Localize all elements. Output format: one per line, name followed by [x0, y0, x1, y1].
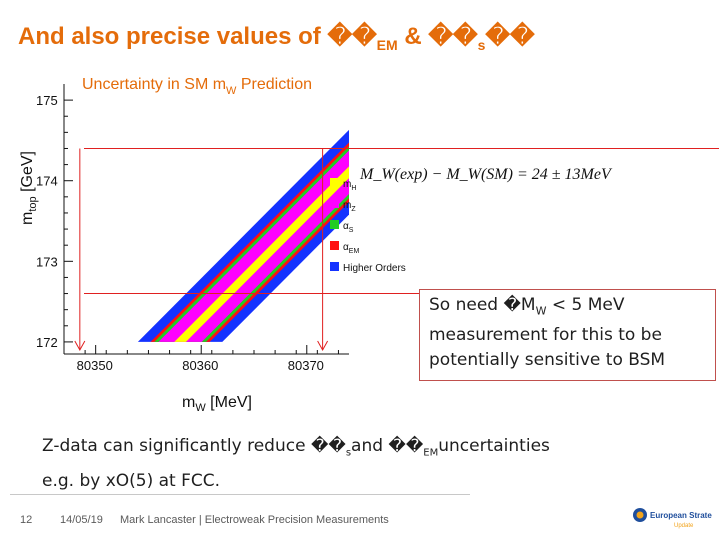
logo-text-line-2: Update: [674, 523, 694, 529]
reference-lines: [74, 147, 719, 352]
mw-prediction-chart: 172 173 174 175 80350 80360 80370 Uncertainty …: [19, 76, 719, 414]
ref-arrow-mw-left: [74, 340, 86, 352]
title-glyph-alpha-s: ��: [428, 23, 478, 50]
x-tick-label-1: 80360: [182, 358, 218, 373]
logo-text-line-1: European Strategy: [650, 511, 712, 520]
european-strategy-logo: European Strategy Update: [633, 508, 712, 529]
footer-date: 14/05/19: [60, 514, 103, 526]
note-glyph-delta: �: [503, 295, 521, 315]
legend-swatch-1: [330, 199, 339, 208]
page-number: 12: [20, 514, 33, 526]
legend-label-4: Higher Orders: [343, 263, 406, 274]
bsm-sensitivity-note: So need �MW < 5 MeV measurement for this…: [419, 289, 716, 381]
x-tick-label-0: 80350: [77, 358, 113, 373]
y-axis-label: mtop [GeV]: [19, 151, 39, 225]
footer-author: Mark Lancaster | Electroweak Precision M…: [120, 514, 389, 526]
x-tick-label-2: 80370: [288, 358, 324, 373]
title-glyph-tail: ��: [485, 23, 535, 50]
note-line-3: potentially sensitive to BSM: [429, 350, 666, 371]
legend-swatch-4: [330, 262, 339, 271]
chart-legend: mH mZ αS αEM Higher Orders: [330, 178, 406, 274]
uncertainty-band-0: [137, 129, 349, 342]
uncertainty-band-3: [158, 150, 349, 342]
uncertainty-band-1: [150, 142, 349, 342]
note-line-1: So need �MW < 5 MeV: [429, 295, 625, 318]
legend-label-0: mH: [343, 179, 356, 192]
title-sub-em: EM: [376, 36, 398, 53]
title-glyph-alpha: ��: [327, 23, 377, 50]
z-data-text: Z-data can significantly reduce ��sand �…: [42, 432, 550, 495]
legend-label-2: αS: [343, 221, 354, 234]
title-sub-s: s: [477, 36, 486, 53]
ref-arrow-mw-right: [317, 340, 329, 352]
z-data-line-1: Z-data can significantly reduce ��sand �…: [42, 436, 550, 459]
chart-axes: 172 173 174 175 80350 80360 80370: [36, 84, 349, 373]
legend-label-1: mZ: [343, 200, 356, 213]
legend-label-3: αEM: [343, 242, 359, 255]
y-tick-label-3: 175: [36, 93, 58, 108]
legend-swatch-2: [330, 220, 339, 229]
mw-difference-formula: M_W(exp) − M_W(SM) = 24 ± 13MeV: [359, 166, 613, 183]
uncertainty-band-4: [174, 166, 349, 342]
y-tick-label-0: 172: [36, 335, 58, 350]
title-text: And also precise values of: [18, 23, 328, 50]
uncertainty-bands: [137, 129, 349, 342]
legend-swatch-3: [330, 241, 339, 250]
y-tick-label-1: 173: [36, 254, 58, 269]
slide-title: And also precise values of ��EM & ��s��: [18, 22, 535, 53]
title-ampersand: &: [397, 23, 429, 50]
y-tick-label-2: 174: [36, 174, 58, 189]
legend-swatch-0: [330, 178, 339, 187]
x-axis-label: mW [MeV]: [182, 394, 252, 414]
footer-divider: [10, 494, 470, 495]
chart-title: Uncertainty in SM mW Prediction: [82, 76, 312, 97]
z-glyph-alpha-em: ��: [388, 436, 424, 456]
z-data-line-2: e.g. by xO(5) at FCC.: [42, 471, 221, 492]
note-line-2: measurement for this to be: [429, 325, 662, 346]
uncertainty-band-2: [154, 146, 349, 342]
z-glyph-alpha-s: ��: [310, 436, 346, 456]
